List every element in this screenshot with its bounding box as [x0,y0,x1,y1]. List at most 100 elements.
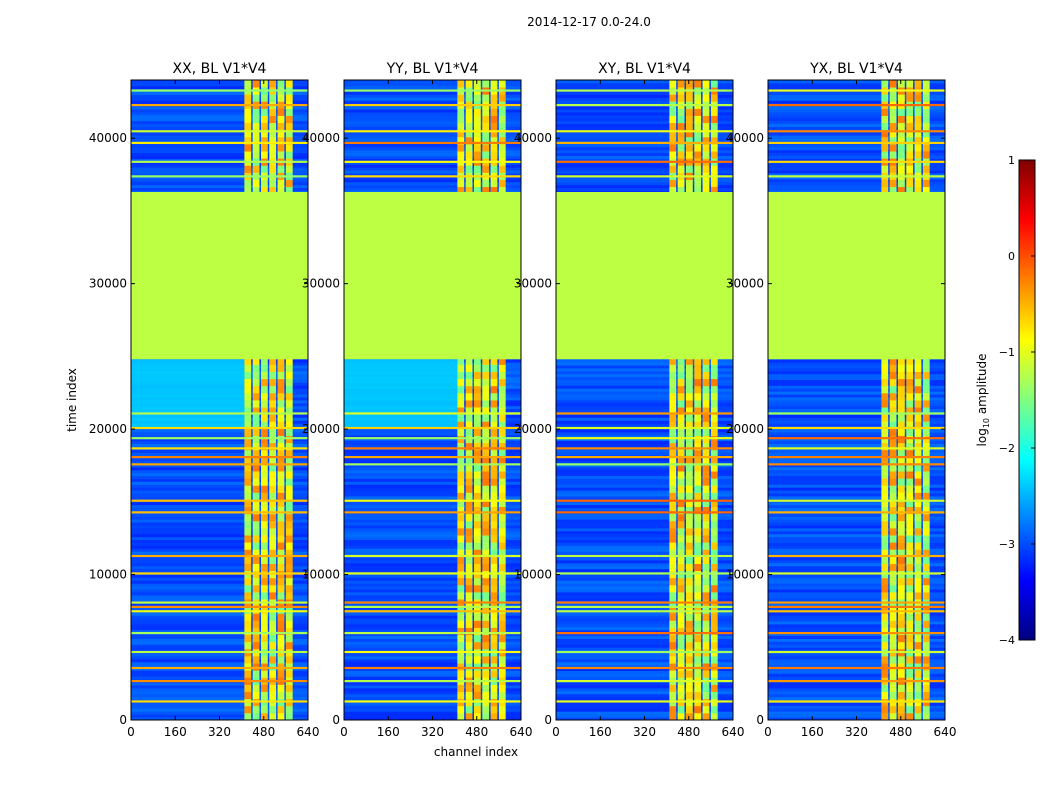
rfi-cell [244,691,252,700]
heatmap-row [556,417,733,421]
rfi-cell [498,122,506,131]
heatmap-row [768,132,945,136]
heatmap-row [556,373,733,378]
heatmap-row [131,533,308,538]
heatmap-row [768,664,945,669]
rfi-cell [702,428,710,436]
rfi-cell [669,535,677,543]
rfi-cell [922,108,930,116]
rfi-cell [457,478,465,486]
rfi-cell [694,421,702,429]
rfi-cell [482,456,490,465]
rfi-cell [457,535,465,543]
rfi-cell [252,656,260,664]
heatmap-row [768,487,945,491]
rfi-cell [906,400,914,408]
colorbar-tick-label: −4 [999,634,1015,647]
rfi-cell [473,705,481,714]
x-tick-label: 320 [845,725,868,739]
heatmap-row [344,158,521,162]
rfi-cell [881,179,889,188]
heatmap-row [768,402,945,407]
rfi-cell [889,528,897,536]
rfi-cell [897,144,905,152]
rfi-cell [473,670,481,678]
heatmap-row [344,528,521,532]
heatmap-row [131,696,308,701]
rfi-cell [260,371,268,380]
rfi-cell [702,684,710,692]
rfi-cell [490,627,498,636]
rfi-cell [285,357,293,365]
rfi-cell [897,542,905,550]
rfi-cell [669,620,677,628]
rfi-cell [906,179,914,188]
rfi-cell [702,577,710,586]
heatmap-row [344,641,521,645]
heatmap-row [556,533,733,538]
rfi-cell [906,520,914,529]
rfi-cell [906,592,914,600]
rfi-cell [881,136,889,145]
rfi-cell [710,421,718,429]
rfi-cell [922,691,930,700]
rfi-cell [914,414,922,422]
rfi-cell [285,186,293,195]
rfi-cell [702,513,710,522]
rfi-cell [482,414,490,422]
y-tick-label: 40000 [514,131,552,145]
rfi-cell [244,627,252,636]
rfi-cell [922,535,930,543]
heatmap-row [556,708,733,712]
rfi-cell [252,400,260,408]
heatmap-row [131,94,308,98]
rfi-cell [677,656,685,664]
rfi-stripe [556,426,733,430]
rfi-cell [669,115,677,124]
heatmap-row [344,580,521,584]
rfi-stripe [768,499,945,502]
rfi-cell [922,670,930,678]
rfi-cell [694,712,702,721]
rfi-cell [260,464,268,472]
heatmap-row [556,490,733,494]
rfi-cell [260,400,268,408]
colorbar-label-suffix: amplitude [975,354,989,418]
rfi-cell [685,179,693,188]
heatmap-row [768,161,945,165]
rfi-cell [482,691,490,700]
rfi-cell [897,520,905,529]
rfi-cell [457,94,465,102]
rfi-cell [702,478,710,486]
rfi-cell [498,414,506,422]
rfi-cell [889,392,897,401]
rfi-cell [906,627,914,636]
rfi-cell [473,563,481,572]
heatmap-row [131,621,308,625]
rfi-cell [260,357,268,365]
heatmap-row [131,615,308,619]
rfi-cell [277,179,285,188]
rfi-cell [677,378,685,387]
rfi-cell [914,620,922,628]
rfi-cell [685,670,693,678]
rfi-cell [922,556,930,564]
rfi-cell [906,670,914,678]
heatmap-row [768,394,945,398]
heatmap-row [344,117,521,122]
rfi-cell [669,656,677,664]
rfi-stripe [344,141,521,144]
rfi-cell [881,485,889,493]
rfi-cell [260,549,268,557]
rfi-cell [498,506,506,515]
rfi-cell [482,364,490,372]
y-tick-label: 10000 [726,568,764,582]
heatmap-row [556,487,733,491]
rfi-cell [889,464,897,472]
rfi-cell [710,80,718,88]
rfi-cell [277,108,285,116]
heatmap-row [768,522,945,526]
rfi-cell [465,549,473,557]
heatmap-row [768,580,945,584]
